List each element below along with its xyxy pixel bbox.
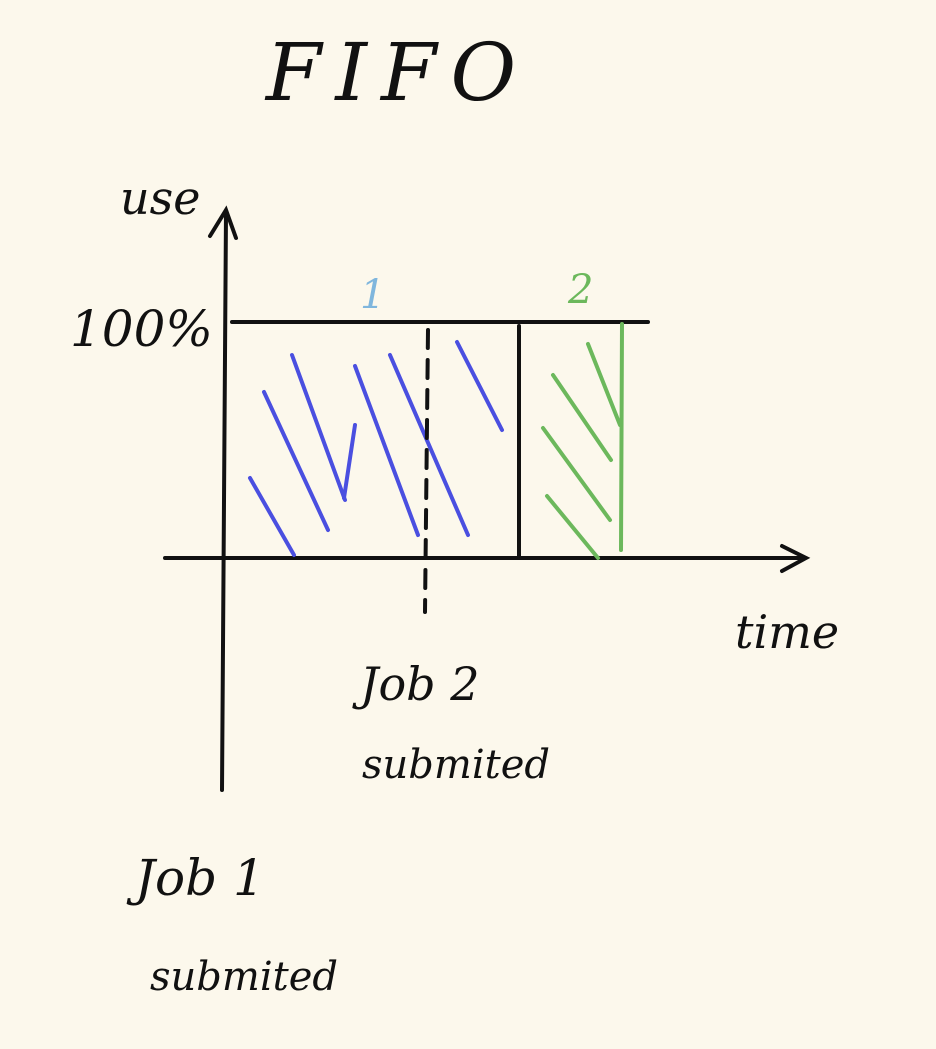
y-axis <box>208 205 238 792</box>
job2-caption-line1: Job 2 <box>352 657 479 711</box>
job2-caption-line2: submited <box>362 742 550 788</box>
diagram-title: FIFO <box>264 26 530 119</box>
job1-number: 1 <box>360 272 385 318</box>
y-axis-arrowhead <box>208 205 238 240</box>
x-axis <box>163 544 811 573</box>
max-usage-label: 100% <box>70 300 213 358</box>
job1-hatch <box>248 340 504 557</box>
job1-caption-line2: submited <box>150 954 338 1000</box>
job2-number: 2 <box>567 267 593 313</box>
x-axis-label: time <box>735 605 839 659</box>
job2-hatch <box>541 322 624 560</box>
y-axis-label: use <box>120 171 200 225</box>
x-axis-arrowhead <box>780 544 811 573</box>
job1-caption-line1: Job 1 <box>126 849 265 907</box>
job2-submit-marker <box>423 328 430 614</box>
